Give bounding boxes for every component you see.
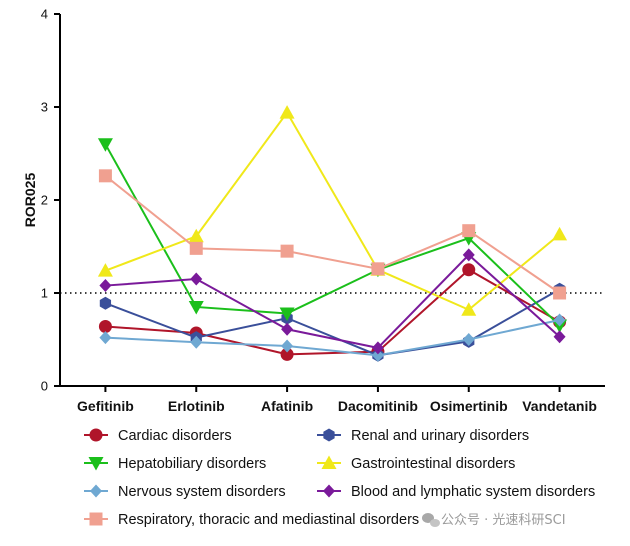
series-line bbox=[105, 318, 560, 357]
data-point bbox=[280, 244, 294, 258]
legend-marker bbox=[323, 484, 335, 498]
watermark-text: 公众号 · 光速科研SCI bbox=[441, 513, 566, 528]
y-tick-label: 1 bbox=[41, 286, 48, 301]
data-point bbox=[462, 224, 476, 238]
data-point bbox=[99, 279, 112, 293]
data-point bbox=[279, 307, 295, 321]
legend-item: Blood and lymphatic system disorders bbox=[317, 484, 595, 500]
data-point bbox=[371, 341, 384, 355]
data-point bbox=[461, 302, 477, 316]
plot-area: 0 1 2 3 4 ROR025 Gefitinib Erlotinib Afatinib Dac… bbox=[22, 7, 605, 414]
legend-marker bbox=[89, 428, 103, 442]
data-point bbox=[281, 322, 294, 336]
x-tick-label: Erlotinib bbox=[168, 398, 225, 414]
legend-label: Blood and lymphatic system disorders bbox=[351, 484, 595, 500]
data-point bbox=[553, 286, 567, 300]
y-tick-label: 4 bbox=[41, 7, 48, 22]
data-point bbox=[553, 313, 566, 327]
series-cardiac-disorders bbox=[98, 263, 567, 361]
series-blood-and-lymphatic-system-disorders bbox=[99, 248, 566, 355]
series-hepatobiliary-disorders bbox=[97, 138, 568, 334]
legend-marker bbox=[323, 428, 335, 442]
legend: Cardiac disorders Renal and urinary disor… bbox=[84, 428, 595, 528]
data-point bbox=[188, 228, 204, 243]
y-tick-label: 3 bbox=[41, 100, 48, 115]
data-point bbox=[97, 263, 113, 277]
data-point bbox=[552, 226, 568, 241]
legend-marker bbox=[88, 457, 104, 471]
series-respiratory-thoracic-and-mediastinal-disorders bbox=[98, 169, 567, 300]
legend-marker bbox=[90, 484, 102, 498]
legend-item: Respiratory, thoracic and mediastinal di… bbox=[84, 512, 419, 528]
data-point bbox=[281, 339, 294, 353]
watermark: 公众号 · 光速科研SCI bbox=[422, 513, 566, 528]
x-tick-label: Gefitinib bbox=[77, 398, 134, 414]
series-line bbox=[105, 253, 561, 349]
legend-label: Nervous system disorders bbox=[118, 484, 286, 500]
data-point bbox=[190, 335, 203, 349]
data-point bbox=[462, 263, 476, 277]
data-point bbox=[99, 331, 112, 345]
x-tick-label: Osimertinib bbox=[430, 398, 508, 414]
legend-label: Renal and urinary disorders bbox=[351, 428, 529, 444]
data-point bbox=[188, 300, 204, 315]
data-point bbox=[190, 272, 203, 286]
legend-label: Cardiac disorders bbox=[118, 428, 232, 444]
x-tick-label: Dacomitinib bbox=[338, 398, 418, 414]
data-point bbox=[462, 333, 475, 346]
data-point bbox=[97, 138, 113, 152]
data-point bbox=[98, 169, 112, 183]
x-tick-label: Afatinib bbox=[261, 398, 313, 414]
data-point bbox=[99, 296, 112, 310]
legend-marker bbox=[89, 512, 103, 526]
legend-item: Gastrointestinal disorders bbox=[317, 455, 515, 472]
legend-item: Renal and urinary disorders bbox=[317, 428, 529, 444]
y-tick-label: 2 bbox=[41, 193, 48, 208]
data-point bbox=[553, 330, 566, 344]
data-point bbox=[279, 105, 295, 119]
legend-label: Gastrointestinal disorders bbox=[351, 456, 515, 472]
series-line bbox=[105, 110, 561, 311]
series-nervous-system-disorders bbox=[99, 313, 566, 362]
data-point bbox=[462, 248, 475, 262]
legend-item: Cardiac disorders bbox=[84, 428, 232, 444]
data-point bbox=[98, 319, 112, 333]
series-line bbox=[104, 175, 561, 294]
legend-marker bbox=[321, 455, 337, 469]
data-point bbox=[371, 262, 385, 276]
data-point bbox=[371, 348, 384, 362]
x-tick-label: Vandetanib bbox=[522, 398, 597, 414]
legend-item: Nervous system disorders bbox=[84, 484, 286, 500]
y-tick-label: 0 bbox=[41, 379, 48, 394]
series-line bbox=[105, 288, 561, 357]
y-axis-title: ROR025 bbox=[22, 173, 38, 228]
series-gastrointestinal-disorders bbox=[97, 105, 568, 316]
legend-label: Hepatobiliary disorders bbox=[118, 456, 266, 472]
series-line bbox=[104, 143, 561, 327]
data-point bbox=[189, 241, 203, 255]
data-point bbox=[280, 347, 294, 361]
wechat-icon bbox=[422, 513, 440, 527]
legend-label: Respiratory, thoracic and mediastinal di… bbox=[118, 512, 419, 528]
legend-item: Hepatobiliary disorders bbox=[84, 456, 266, 472]
